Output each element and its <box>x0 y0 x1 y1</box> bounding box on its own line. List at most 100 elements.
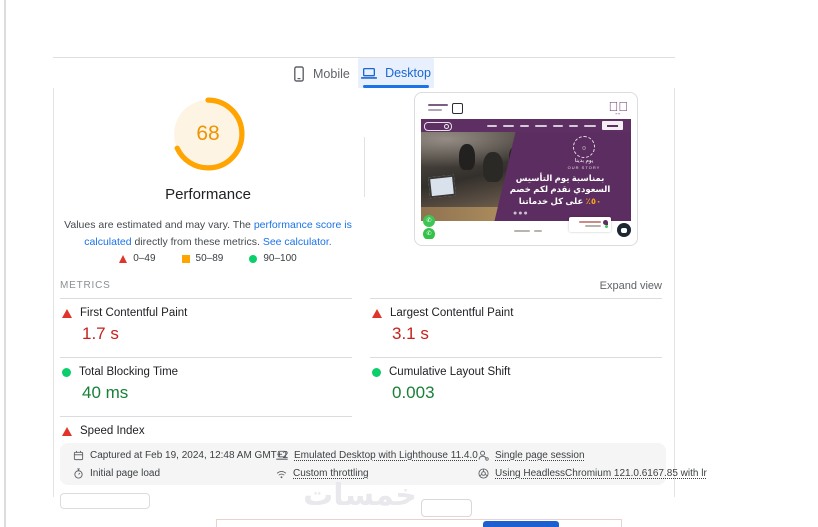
khamsat-watermark: خمسات <box>303 479 417 512</box>
legend-average: 50–89 <box>181 253 223 264</box>
pass-circle-icon <box>249 254 258 263</box>
throttling: Custom throttling <box>276 468 478 479</box>
promo-line-1: بمناسبة يوم التأسيس <box>515 173 605 183</box>
metric-name: First Contentful Paint <box>80 307 188 319</box>
site-brand-logo: ڡٛ ━━ <box>608 99 629 116</box>
session-type-text[interactable]: Single page session <box>495 450 585 461</box>
metric-name: Speed Index <box>80 425 145 437</box>
metric-first-contentful-paint[interactable]: First Contentful Paint 1.7 s <box>60 298 352 357</box>
metric-name: Largest Contentful Paint <box>390 307 514 319</box>
promo-overlay: ۞ يوم بدينا OUR STORY بمناسبة يوم التأسي… <box>494 132 631 221</box>
promo-line-3: ٥٠٪ على كل خدماتنا <box>495 196 625 207</box>
partial-dialog-top-edge <box>216 519 622 527</box>
user-session-icon <box>478 450 489 461</box>
throttling-text[interactable]: Custom throttling <box>293 468 369 479</box>
calendar-icon <box>73 450 84 461</box>
site-screenshot: ڡٛ ━━ ۞ ي <box>421 99 631 239</box>
promo-line-2: السعودي نقدم لكم خصم <box>509 184 611 195</box>
metric-largest-contentful-paint[interactable]: Largest Contentful Paint 3.1 s <box>370 298 662 357</box>
strip-text-placeholder <box>534 230 542 232</box>
fail-triangle-icon <box>62 308 72 318</box>
nav-item-placeholder <box>520 124 529 127</box>
founding-day-emblem-icon: ۞ <box>573 136 595 158</box>
metric-name: Cumulative Layout Shift <box>389 366 511 378</box>
nav-active-item <box>602 121 623 130</box>
metric-value: 3.1 s <box>392 324 429 343</box>
tooltip-text-placeholder <box>585 225 601 227</box>
site-contact-text-placeholder <box>428 109 442 111</box>
legend-fail-range: 0–49 <box>133 253 156 264</box>
gauge-arc <box>171 97 245 171</box>
legend-pass-range: 90–100 <box>263 253 297 264</box>
partial-blue-button[interactable] <box>483 521 559 527</box>
emblem-arabic-title: يوم بدينا <box>574 158 594 164</box>
stopwatch-icon <box>73 468 84 479</box>
pass-circle-icon <box>372 367 381 377</box>
metrics-heading: METRICS <box>60 280 111 291</box>
tooltip-brand-icon <box>603 220 609 228</box>
tab-mobile-label: Mobile <box>313 66 350 81</box>
tab-desktop[interactable]: Desktop <box>358 58 434 88</box>
photo-desk <box>421 207 516 221</box>
initial-page-load: Initial page load <box>73 468 276 479</box>
photo-person-silhouette <box>483 152 503 182</box>
carousel-dots: ●●● <box>513 210 529 217</box>
report-card-left-border <box>53 88 54 497</box>
tab-desktop-label: Desktop <box>385 66 431 80</box>
metric-value: 1.7 s <box>82 324 119 343</box>
capture-environment-footer: Captured at Feb 19, 2024, 12:48 AM GMT+2… <box>60 443 707 485</box>
average-square-icon <box>181 254 190 263</box>
partial-box-fragment <box>60 493 150 509</box>
mobile-phone-icon <box>293 65 305 82</box>
nav-item-placeholder <box>553 124 563 127</box>
metric-value: 40 ms <box>82 383 129 402</box>
nav-item-placeholder <box>503 124 514 127</box>
metric-total-blocking-time[interactable]: Total Blocking Time 40 ms <box>60 357 352 416</box>
wifi-icon <box>276 469 287 479</box>
expand-view-link[interactable]: Expand view <box>599 280 662 292</box>
legend-fail: 0–49 <box>119 253 156 264</box>
see-calculator-link[interactable]: See calculator. <box>262 235 332 248</box>
score-calculated-link[interactable]: performance score is calculated <box>84 219 352 248</box>
legend-pass: 90–100 <box>249 253 297 264</box>
emblem-glyph: ۞ <box>581 144 587 151</box>
desktop-laptop-icon <box>361 67 378 80</box>
report-card-right-border <box>674 88 675 497</box>
site-contact-text-placeholder <box>428 104 448 106</box>
score-legend: 0–49 50–89 90–100 <box>58 253 358 264</box>
nav-item-placeholder <box>535 124 547 127</box>
site-header-bar: ڡٛ ━━ <box>421 99 631 119</box>
tab-mobile[interactable]: Mobile <box>293 60 350 87</box>
metric-cumulative-layout-shift[interactable]: Cumulative Layout Shift 0.003 <box>370 357 662 416</box>
chromium-icon <box>478 468 489 479</box>
strip-text-placeholder <box>514 230 530 232</box>
fail-triangle-icon <box>62 426 72 436</box>
fail-triangle-icon <box>372 308 382 318</box>
nav-item-placeholder <box>584 124 596 127</box>
whatsapp-glyph: ✆ <box>426 231 432 237</box>
emulated-device-text[interactable]: Emulated Desktop with Lighthouse 11.4.0 <box>294 450 478 461</box>
performance-gauge[interactable]: 68 <box>171 97 245 171</box>
captured-at-text: Captured at Feb 19, 2024, 12:48 AM GMT+2 <box>90 450 289 461</box>
page-edge-divider <box>4 0 6 527</box>
disclaimer-text-middle: directly from these metrics. <box>131 235 263 248</box>
chromium-version-text[interactable]: Using HeadlessChromium 121.0.6167.85 wit… <box>495 468 707 479</box>
emulated-device: Emulated Desktop with Lighthouse 11.4.0 <box>276 450 478 461</box>
site-search-box <box>424 121 452 131</box>
performance-label: Performance <box>165 186 251 203</box>
phone-fab-icon: ✆ <box>423 215 435 227</box>
score-disclaimer: Values are estimated and may vary. The p… <box>60 217 356 251</box>
chat-tooltip <box>569 217 611 232</box>
chat-fab-icon <box>617 223 631 237</box>
session-type: Single page session <box>478 450 707 461</box>
disclaimer-text-before: Values are estimated and may vary. The <box>64 219 254 231</box>
photo-laptop <box>427 174 457 199</box>
promo-discount-percent: ٥٠٪ <box>585 195 602 206</box>
pass-circle-icon <box>62 367 71 377</box>
site-navbar <box>421 119 631 132</box>
final-screenshot-thumbnail[interactable]: ڡٛ ━━ ۞ ي <box>414 92 638 246</box>
captured-at: Captured at Feb 19, 2024, 12:48 AM GMT+2 <box>73 450 288 461</box>
initial-page-load-text: Initial page load <box>90 468 161 479</box>
metric-value: 0.003 <box>392 383 435 402</box>
